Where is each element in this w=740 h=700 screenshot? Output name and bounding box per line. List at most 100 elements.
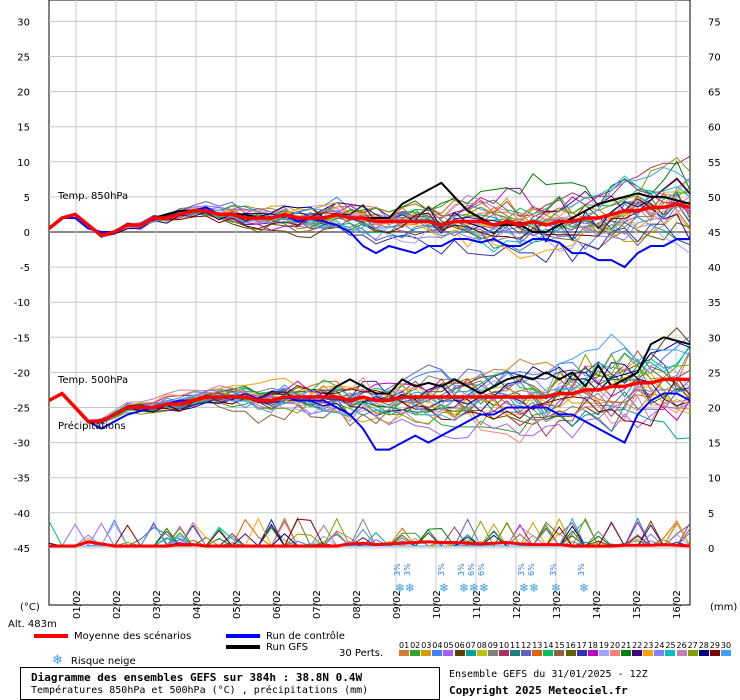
pert-swatch	[654, 650, 665, 656]
pert-t500-line	[48, 346, 691, 423]
date-tick-label: 05/02	[232, 590, 243, 619]
right-tick-label: 5	[708, 509, 714, 520]
pert-number: 24	[654, 641, 665, 650]
snowflake-icon: ❄	[405, 581, 415, 595]
pert-swatch	[465, 650, 476, 656]
t500-series-line	[48, 377, 690, 424]
right-tick-label: 55	[708, 158, 721, 169]
date-tick-label: 13/02	[552, 590, 563, 619]
snow-pct-label: 3%	[549, 563, 558, 576]
date-tick-label: 16/02	[672, 590, 683, 619]
snow-pct-label: 6%	[477, 563, 486, 576]
right-tick-label: 45	[708, 228, 721, 239]
date-tick-label: 11/02	[472, 590, 483, 619]
pert-number: 27	[687, 641, 698, 650]
pert-swatch	[598, 650, 609, 656]
left-tick-label: -35	[14, 474, 30, 485]
left-tick-label: -15	[14, 333, 30, 344]
pert-swatch	[676, 650, 687, 656]
snow-pct-label: 3%	[517, 563, 526, 576]
date-tick-label: 12/02	[512, 590, 523, 619]
legend-control-label: Run de contrôle	[266, 631, 345, 642]
pert-number: 01	[399, 641, 410, 650]
pert-swatch	[587, 650, 598, 656]
mean-swatch	[34, 634, 68, 638]
control-swatch	[226, 634, 260, 638]
snowflake-icon: ❄	[395, 581, 405, 595]
right-tick-label: 30	[708, 333, 721, 344]
pert-t500-line	[48, 386, 691, 424]
pert-swatch	[421, 650, 432, 656]
gfs-swatch	[226, 645, 260, 649]
legend-mean-label: Moyenne des scénarios	[74, 631, 192, 642]
left-tick-label: -40	[14, 509, 30, 520]
date-tick-label: 07/02	[312, 590, 323, 619]
right-tick-label: 35	[708, 298, 721, 309]
snowflake-icon: ❄	[551, 581, 561, 595]
pert-swatch	[720, 650, 731, 656]
left-tick-label: -20	[14, 368, 30, 379]
pert-swatch	[432, 650, 443, 656]
pert-number: 23	[643, 641, 654, 650]
pert-number: 21	[621, 641, 632, 650]
pert-number: 11	[510, 641, 521, 650]
left-tick-label: 20	[17, 88, 30, 99]
pert-number: 25	[665, 641, 676, 650]
grid	[48, 0, 691, 606]
right-tick-label: 20	[708, 404, 721, 415]
chart-subtitle: Températures 850hPa et 500hPa (°C) , pré…	[31, 685, 369, 696]
date-tick-label: 08/02	[352, 590, 363, 619]
pert-t500-line	[48, 376, 691, 427]
right-tick-label: 60	[708, 123, 721, 134]
pert-swatch	[399, 650, 409, 656]
right-tick-label: 70	[708, 53, 721, 64]
date-tick-label: 15/02	[632, 590, 643, 619]
left-tick-label: 10	[17, 158, 30, 169]
left-tick-label: -25	[14, 404, 30, 415]
pert-number: 07	[465, 641, 476, 650]
right-tick-label: 65	[708, 88, 721, 99]
right-tick-label: 75	[708, 17, 721, 28]
pert-number: 14	[543, 641, 554, 650]
snow-pct-label: 6%	[467, 563, 476, 576]
date-tick-label: 14/02	[592, 590, 603, 619]
pert-number: 20	[609, 641, 621, 650]
snow-pct-label: 3%	[577, 563, 586, 576]
pert-swatch	[554, 650, 565, 656]
pert-swatch	[621, 650, 631, 656]
pert-t850-line	[48, 177, 691, 240]
label-t500: Temp. 500hPa	[57, 375, 128, 386]
t850-series-line	[47, 202, 691, 238]
pert-number: 05	[443, 641, 454, 650]
pert-swatch	[565, 650, 576, 656]
legend-gfs: Run GFS	[226, 642, 308, 653]
pert-number: 13	[532, 641, 543, 650]
label-precip: Précipitations	[58, 420, 126, 432]
pert-swatch	[454, 650, 465, 656]
pert-number: 18	[587, 641, 598, 650]
pert-swatch	[498, 650, 509, 656]
pert-swatch	[609, 650, 620, 656]
pert-number: 29	[709, 641, 720, 650]
snowflake-icon: ❄	[459, 581, 469, 595]
pert-swatch	[487, 650, 498, 656]
pert-swatch	[632, 650, 643, 656]
left-tick-label: -5	[20, 263, 30, 274]
snow-pct-label: 3%	[403, 563, 412, 576]
main-series	[47, 181, 691, 548]
pert-precip-line	[49, 517, 690, 547]
pert-number: 19	[598, 641, 609, 650]
right-unit: (mm)	[710, 602, 737, 613]
snow-pct-label: 3%	[393, 563, 402, 576]
snowflake-icon: ❄	[469, 581, 479, 595]
date-tick-label: 10/02	[432, 590, 443, 619]
snow-pct-label: 3%	[437, 563, 446, 576]
left-tick-label: 0	[24, 228, 30, 239]
precip-mean-line	[49, 540, 691, 548]
right-tick-label: 40	[708, 263, 721, 274]
pert-number: 12	[521, 641, 532, 650]
pert-number: 08	[476, 641, 487, 650]
pert-number: 28	[698, 641, 709, 650]
